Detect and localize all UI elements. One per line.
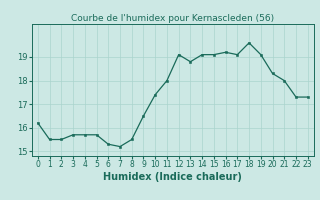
X-axis label: Humidex (Indice chaleur): Humidex (Indice chaleur) <box>103 172 242 182</box>
Text: Courbe de l'humidex pour Kernascleden (56): Courbe de l'humidex pour Kernascleden (5… <box>71 14 274 23</box>
